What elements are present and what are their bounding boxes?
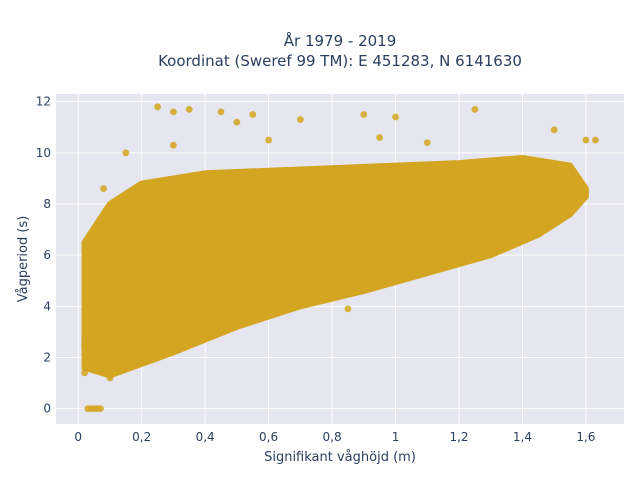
chart-title-line-2: Koordinat (Sweref 99 TM): E 451283, N 61… [158,52,522,70]
x-tick-label: 0,2 [132,430,151,444]
point-cloud [81,154,589,379]
x-tick-label: 1,6 [576,430,595,444]
data-point [376,134,384,141]
data-point [550,126,558,134]
y-tick-label: 0 [43,402,51,416]
data-point [84,290,92,297]
data-point [592,136,599,144]
x-tick-label: 0,4 [196,430,215,444]
data-point [265,136,273,144]
x-tick-label: 1,4 [513,430,532,444]
y-tick-label: 10 [36,146,51,160]
data-cloud [81,154,589,379]
data-point [81,369,88,377]
chart-title-line-1: År 1979 - 2019 [284,31,397,50]
data-point [170,108,177,116]
y-axis-title: Vågperiod (s) [16,216,31,303]
x-tick-label: 1 [392,430,400,444]
x-tick-label: 0 [74,430,82,444]
data-point [97,405,104,413]
data-point [233,118,241,126]
y-tick-label: 2 [43,350,51,364]
data-point [90,238,98,246]
x-axis-ticks: 0 0,2 0,4 0,6 0,8 1 1,2 1,4 1,6 [74,430,595,444]
data-points [81,103,599,413]
data-point [582,136,590,144]
data-point [423,139,431,147]
y-tick-label: 12 [36,95,51,109]
data-point [344,305,352,313]
data-point [392,113,399,121]
x-tick-label: 0,6 [259,430,278,444]
y-tick-label: 8 [43,197,51,211]
data-point [471,105,479,113]
y-tick-label: 4 [43,299,51,313]
data-point [122,149,130,157]
data-point [296,116,304,123]
data-point [106,374,114,382]
x-tick-label: 0,8 [323,430,342,444]
y-axis-ticks: 0 2 4 6 8 10 12 [36,95,51,416]
x-axis-title: Signifikant våghöjd (m) [264,450,416,465]
data-point [154,103,161,111]
data-point [170,141,177,149]
data-point [185,105,193,113]
y-tick-label: 6 [43,248,51,262]
data-point [360,111,368,118]
x-tick-label: 1,2 [449,430,468,444]
data-point [249,111,257,118]
data-point [217,108,225,116]
data-point [81,341,88,349]
data-point [100,185,107,193]
